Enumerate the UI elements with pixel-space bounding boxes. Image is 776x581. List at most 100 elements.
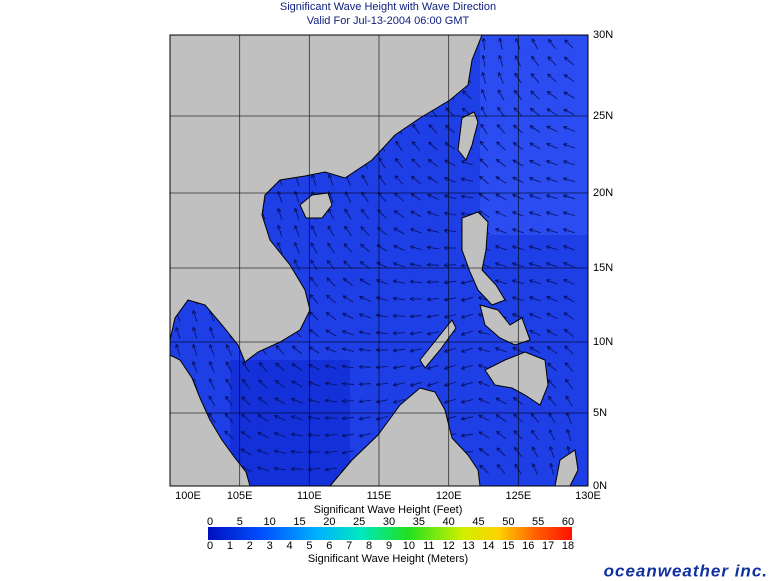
hainan [299,192,333,219]
wave-arrow [481,54,486,67]
wave-arrow [547,362,557,372]
wave-arrow [529,313,541,319]
wave-arrow [309,294,319,304]
wave-arrow [192,327,198,339]
wave-arrow [411,141,421,151]
wave-arrow [409,296,423,302]
wave-arrow [563,74,575,82]
feet-label: 30 [383,516,395,528]
wave-arrow [277,242,283,254]
wave-arrow [342,277,353,287]
wave-arrow [530,73,540,83]
wave-arrow [547,73,557,83]
wave-arrow [494,279,507,285]
wave-arrow [444,177,456,183]
wave-arrow [529,211,541,217]
wave-arrow [460,381,473,387]
wave-arrow [498,55,504,67]
wave-arrow [412,123,420,135]
wave-arrow [546,346,558,354]
feet-label: 5 [237,516,243,528]
wave-arrow [444,159,456,167]
wave-arrow [529,194,541,200]
wave-arrow [548,429,556,441]
wave-arrow [478,193,490,201]
wave-arrow [546,125,558,133]
meters-label: 4 [286,540,292,552]
wave-arrow [529,346,541,354]
wave-arrow [478,431,490,439]
lat-label: 5N [593,407,607,419]
wave-arrow [563,245,575,251]
wave-arrow [426,297,440,302]
wave-arrow [241,396,251,406]
wave-arrow [479,175,489,185]
wave-arrow [566,429,572,441]
wave-arrow [480,123,488,135]
wave-arrow [481,37,486,51]
wave-arrow [565,378,573,390]
wave-arrow [392,399,405,404]
wave-arrow [427,176,439,184]
wave-arrow [496,124,506,134]
wave-arrow [495,193,507,201]
wave-arrow [528,262,541,268]
feet-label: 0 [207,516,213,528]
wave-arrow [392,313,406,318]
wave-arrow [307,432,321,437]
wave-arrow [563,312,575,320]
wave-arrow [324,381,337,386]
wave-arrow [478,381,490,387]
wave-arrow [360,208,370,219]
wave-arrow [290,449,304,454]
wave-arrow [392,331,406,336]
wave-arrow [358,399,372,404]
wave-arrow [529,142,541,150]
wave-arrow [426,279,440,285]
feet-label: 35 [413,516,425,528]
wave-arrow [241,378,250,389]
feet-label: 40 [443,516,455,528]
wave-arrow [392,365,405,370]
wave-arrow [359,296,371,302]
wave-arrow [443,398,456,404]
wave-arrow [277,208,283,220]
wave-arrow [531,446,539,458]
wave-arrow [427,159,439,167]
wave-arrow [562,177,575,183]
wave-arrow [479,464,489,474]
feet-title: Significant Wave Height (Feet) [314,504,463,516]
wave-arrow [325,329,337,337]
meters-label: 10 [403,540,415,552]
wave-arrow [547,38,556,50]
lon-label: 115E [367,490,392,502]
wave-arrow [529,107,540,117]
wave-arrow [444,381,456,387]
wave-arrow [428,124,438,134]
wave-arrow [410,228,422,234]
wave-arrow [361,174,369,186]
wave-arrow [224,430,234,440]
wave-arrow [394,175,404,185]
subtitle: Valid For Jul-13-2004 06:00 GMT [307,15,470,27]
wave-arrow [497,106,505,118]
wave-arrow [358,416,371,421]
wave-arrow [257,396,268,406]
wave-arrow [563,126,575,132]
wave-arrow [292,345,302,355]
wave-arrow [359,313,371,319]
wave-arrow [325,312,337,320]
wave-arrow [327,225,335,237]
wave-arrow [478,210,490,218]
wave-arrow [426,314,439,319]
wave-arrow [426,364,439,370]
wave-arrow [496,464,506,474]
wave-arrow [426,331,439,336]
ocean-shade [230,360,350,486]
wave-arrow [341,347,354,352]
wave-arrow [564,362,574,372]
wave-arrow [327,242,335,254]
wave-arrow [291,398,303,404]
wave-arrow [409,262,422,267]
wave-arrow [496,447,506,457]
